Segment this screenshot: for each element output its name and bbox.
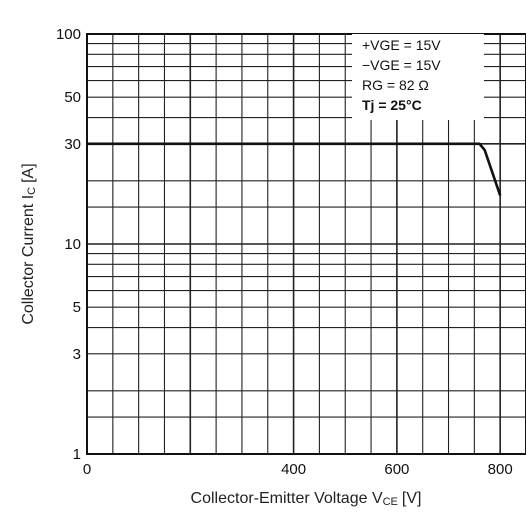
annotation-box: [352, 34, 484, 120]
y-axis-title-main: Collector Current I: [20, 195, 37, 325]
annotation: +VGE = 15V −VGE = 15V RG = 82 Ω Tj = 25°C: [362, 37, 441, 113]
plot-frame: [86, 33, 526, 455]
x-axis-title-sub: CE: [383, 496, 398, 508]
y-tick-label: 30: [64, 136, 81, 153]
annotation-line: +VGE = 15V: [362, 37, 441, 53]
y-axis-title: Collector Current IC [A]: [20, 163, 38, 324]
series-line: [87, 142, 502, 197]
y-tick-labels: 1 3 5 10 30 50 100: [56, 26, 81, 463]
y-tick-label: 10: [64, 236, 81, 253]
x-axis-title-main: Collector-Emitter Voltage V: [191, 490, 383, 507]
annotation-line: −VGE = 15V: [362, 57, 441, 73]
annotation-line: Tj = 25°C: [362, 97, 422, 113]
x-tick-label: 400: [281, 461, 306, 478]
x-tick-label: 800: [488, 461, 513, 478]
x-tick-label: 600: [384, 461, 409, 478]
y-tick-label: 5: [73, 299, 81, 316]
y-tick-label: 3: [73, 346, 81, 363]
y-tick-label: 100: [56, 26, 81, 43]
x-axis-title-unit: [V]: [402, 490, 422, 507]
annotation-line: RG = 82 Ω: [362, 77, 429, 93]
y-tick-label: 50: [64, 89, 81, 106]
series: [87, 142, 502, 197]
x-axis-title: Collector-Emitter Voltage VCE [V]: [191, 490, 422, 508]
x-tick-labels: 0 400 600 800: [83, 461, 513, 478]
y-axis-title-unit: [A]: [20, 163, 37, 183]
x-tick-label: 0: [83, 461, 91, 478]
y-axis-title-sub: C: [26, 187, 38, 195]
y-tick-label: 1: [73, 446, 81, 463]
